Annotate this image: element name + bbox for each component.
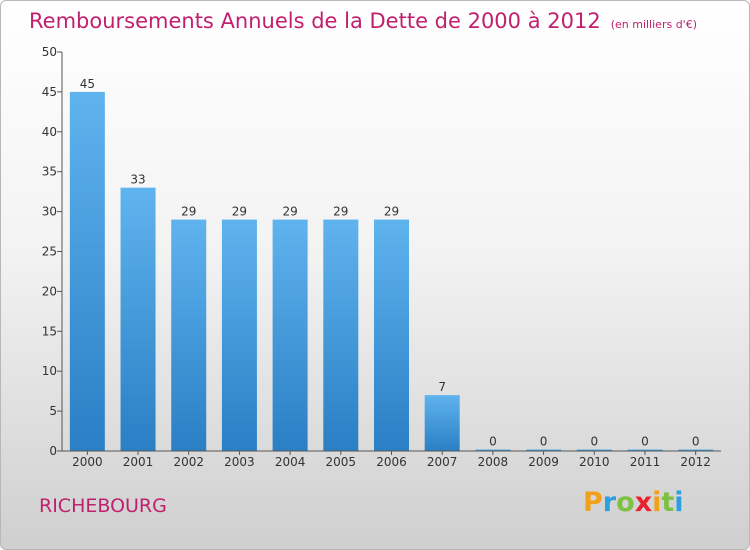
data-label: 0	[489, 435, 497, 449]
y-tick-label: 25	[42, 245, 57, 259]
chart-title-main: Remboursements Annuels de la Dette de 20…	[29, 9, 601, 33]
x-tick-label: 2009	[528, 455, 559, 469]
data-label: 7	[438, 380, 446, 394]
x-tick-label: 2001	[123, 455, 154, 469]
data-label: 0	[641, 435, 649, 449]
data-label: 45	[80, 77, 95, 91]
bar	[627, 449, 663, 451]
bar	[221, 219, 257, 451]
x-tick-label: 2008	[478, 455, 509, 469]
commune-name: RICHEBOURG	[39, 495, 167, 517]
x-tick-label: 2000	[72, 455, 103, 469]
bar	[272, 219, 308, 451]
data-label: 0	[540, 435, 548, 449]
axes-group: 0 5 10 15 20 25 30 35 40 45 50 2000 2001 2002 2003 2004…	[42, 45, 721, 469]
chart-title: Remboursements Annuels de la Dette de 20…	[29, 9, 697, 33]
y-tick-label: 10	[42, 364, 57, 378]
x-tick-label: 2003	[224, 455, 255, 469]
data-label: 29	[181, 205, 196, 219]
bar	[424, 395, 460, 451]
data-label: 0	[590, 435, 598, 449]
logo-letter: i	[652, 487, 662, 518]
y-tick-label: 30	[42, 205, 57, 219]
labels-group: 45 33 29 29 29 29 29 7 0 0 0 0 0	[80, 77, 700, 449]
x-tick-label: 2004	[275, 455, 306, 469]
x-tick-label: 2011	[630, 455, 661, 469]
y-tick-label: 0	[49, 444, 57, 458]
x-tick-label: 2002	[173, 455, 204, 469]
data-label: 0	[692, 435, 700, 449]
x-tick-label: 2005	[326, 455, 357, 469]
y-tick-label: 15	[42, 324, 57, 338]
bar	[475, 449, 511, 451]
logo-letter: x	[634, 487, 653, 518]
y-tick-label: 45	[42, 85, 57, 99]
x-tick-label: 2007	[427, 455, 458, 469]
bar	[526, 449, 562, 451]
data-label: 29	[282, 205, 297, 219]
y-tick-label: 5	[49, 404, 57, 418]
data-label: 29	[232, 205, 247, 219]
y-tick-label: 20	[42, 284, 57, 298]
y-tick-label: 35	[42, 165, 57, 179]
bar	[69, 91, 105, 452]
x-tick-label: 2012	[680, 455, 711, 469]
chart-unit: (en milliers d'€)	[610, 18, 697, 31]
data-label: 29	[384, 205, 399, 219]
bar	[171, 219, 207, 451]
bar	[323, 219, 359, 451]
bar	[678, 449, 714, 451]
y-tick-label: 40	[42, 125, 57, 139]
bar	[120, 187, 156, 451]
x-tick-label: 2010	[579, 455, 610, 469]
x-tick-label: 2006	[376, 455, 407, 469]
logo-letter: r	[602, 487, 617, 518]
proxiti-logo: Proxiti	[583, 487, 684, 518]
y-tick-label: 50	[42, 45, 57, 59]
logo-letter: o	[616, 487, 635, 518]
bar	[576, 449, 612, 451]
logo-letter: t	[661, 487, 675, 518]
bar	[374, 219, 409, 451]
data-label: 33	[130, 173, 145, 187]
logo-letter: P	[583, 487, 603, 518]
logo-letter: i	[674, 487, 684, 518]
data-label: 29	[333, 205, 348, 219]
bars-group	[69, 91, 714, 452]
